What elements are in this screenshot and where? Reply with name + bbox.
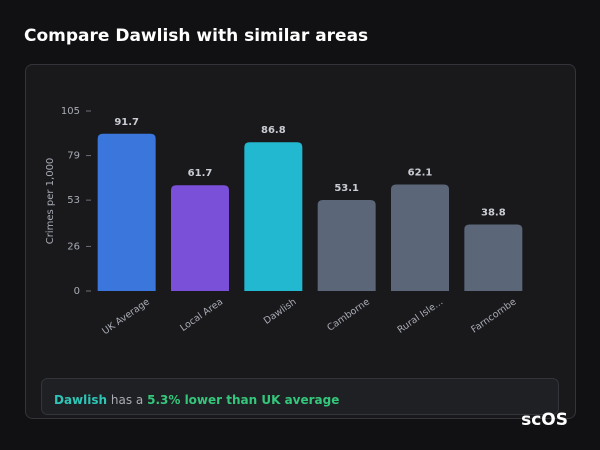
y-tick-label: 79	[67, 151, 80, 162]
y-tick-label: 26	[67, 241, 80, 252]
value-label: 61.7	[188, 168, 213, 179]
bar	[464, 224, 523, 291]
bar	[97, 133, 156, 291]
summary: Dawlish has a 5.3% lower than UK average	[54, 393, 339, 407]
summary-highlight: 5.3% lower than UK average	[147, 393, 339, 407]
y-tick-label: 53	[67, 195, 80, 206]
bar	[317, 199, 376, 291]
value-label: 53.1	[334, 183, 359, 194]
bar	[391, 184, 449, 291]
value-label: 62.1	[408, 168, 433, 179]
y-axis-label: Crimes per 1,000	[45, 158, 56, 245]
logo: scOS	[521, 410, 568, 430]
value-label: 86.8	[261, 125, 286, 136]
bar	[244, 142, 303, 291]
y-tick-label: 105	[61, 106, 80, 117]
summary-box	[41, 378, 559, 415]
bar	[171, 185, 229, 291]
value-label: 91.7	[114, 117, 139, 128]
summary-text: has a	[111, 393, 143, 407]
page-title: Compare Dawlish with similar areas	[24, 26, 368, 46]
value-label: 38.8	[481, 207, 506, 218]
y-tick-label: 0	[74, 286, 80, 297]
summary-area: Dawlish	[54, 393, 107, 407]
